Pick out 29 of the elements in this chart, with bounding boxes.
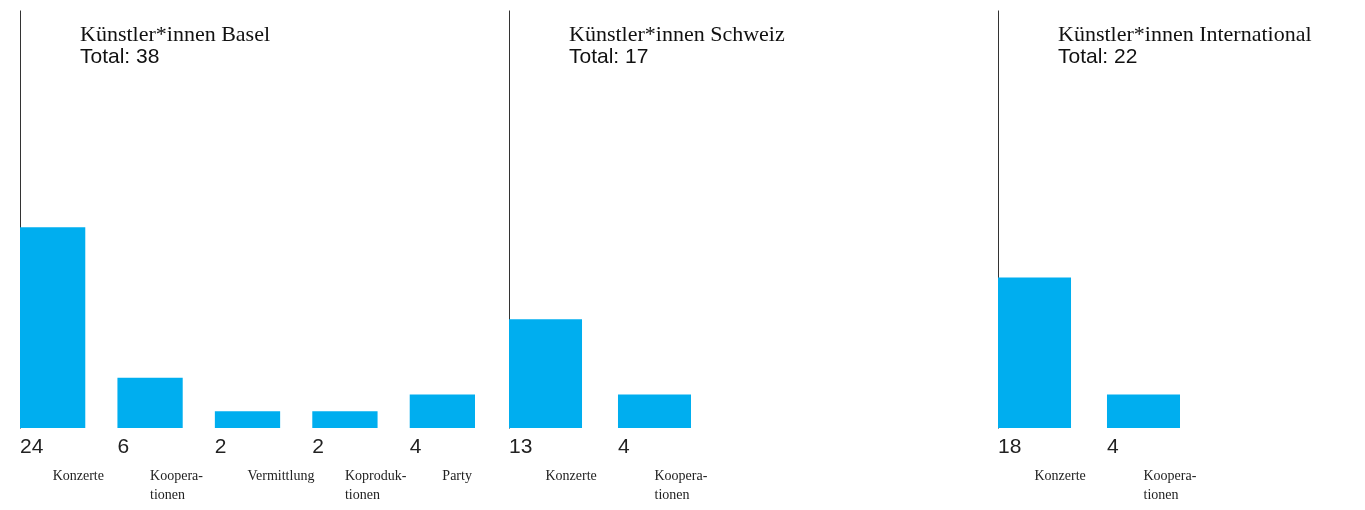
text: Künstler*innen Schweiz <box>569 21 785 46</box>
x-tick-label: Koopera- tionen <box>150 467 204 502</box>
x-tick-label: Konzerte <box>1034 467 1086 483</box>
text: Total: 17 <box>569 44 649 67</box>
data-label: 13 <box>509 434 533 457</box>
text: Künstler*innen International <box>1058 21 1312 46</box>
x-tick-label: Koproduk- tionen <box>344 467 407 502</box>
data-label: 4 <box>409 434 422 457</box>
bar <box>409 394 475 428</box>
data-label: 18 <box>998 434 1022 457</box>
data-label: 2 <box>214 434 227 457</box>
data-label: 4 <box>1106 434 1119 457</box>
data-label: 4 <box>617 434 630 457</box>
x-tick-label: Konzerte <box>545 467 597 483</box>
x-tick-label: Party <box>442 467 472 483</box>
text: Total: 22 <box>1058 44 1138 67</box>
text: Künstler*innen Basel <box>80 21 271 46</box>
x-tick-label: Koopera- tionen <box>1143 467 1197 502</box>
bar <box>214 411 281 428</box>
data-label: 2 <box>312 434 324 457</box>
x-tick-label: Koopera- tionen <box>654 467 708 502</box>
x-tick-label: Konzerte <box>52 467 104 483</box>
x-tick-label: Vermittlung <box>247 467 315 483</box>
bar <box>312 411 378 428</box>
bar <box>20 227 86 428</box>
text: Total: 38 <box>80 44 160 67</box>
data-label: 6 <box>117 434 130 457</box>
bar <box>117 377 183 428</box>
data-label: 24 <box>20 434 44 457</box>
